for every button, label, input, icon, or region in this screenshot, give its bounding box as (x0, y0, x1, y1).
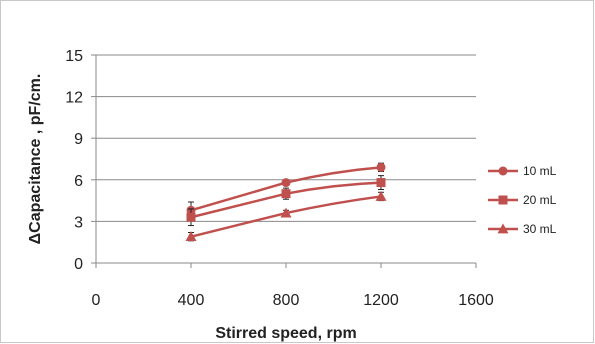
x-tick-label: 0 (92, 292, 101, 309)
x-tick-label: 1200 (363, 292, 399, 309)
data-point (186, 212, 196, 222)
data-point (185, 231, 197, 242)
axes (95, 55, 476, 264)
legend-label: 10 mL (523, 164, 557, 178)
y-tick-label: 0 (74, 256, 83, 273)
legend-item-30-ml: 30 mL (488, 222, 557, 236)
legend-marker (497, 223, 509, 234)
data-point (281, 178, 291, 188)
x-tick-label: 800 (273, 292, 300, 309)
series-20-ml (186, 175, 386, 227)
data-point (281, 189, 291, 199)
x-tick-label: 1600 (458, 292, 494, 309)
legend-item-10-ml: 10 mL (488, 164, 557, 178)
y-tick-label: 15 (65, 48, 83, 65)
series-layer (185, 162, 387, 242)
legend: 10 mL 20 mL 30 mL (488, 164, 557, 236)
data-point (375, 190, 387, 201)
y-tick-label: 3 (74, 214, 83, 231)
data-point (376, 178, 386, 188)
y-tick-label: 6 (74, 173, 83, 190)
legend-label: 20 mL (523, 193, 557, 207)
x-tick-labels: 0 400 800 1200 1600 (92, 263, 494, 309)
y-tick-labels: 0 3 6 9 12 15 (65, 48, 96, 273)
data-point (376, 162, 386, 172)
y-axis-title: ΔCapacitance , pF/cm. (27, 74, 44, 245)
y-tick-label: 9 (74, 131, 83, 148)
legend-marker (498, 195, 508, 205)
legend-marker (498, 166, 508, 176)
data-point (280, 207, 292, 218)
legend-item-20-ml: 20 mL (488, 193, 557, 207)
series-30-ml (185, 190, 387, 242)
y-tick-label: 12 (65, 90, 83, 107)
x-tick-label: 400 (178, 292, 205, 309)
legend-label: 30 mL (523, 222, 557, 236)
x-axis-title: Stirred speed, rpm (215, 325, 356, 342)
